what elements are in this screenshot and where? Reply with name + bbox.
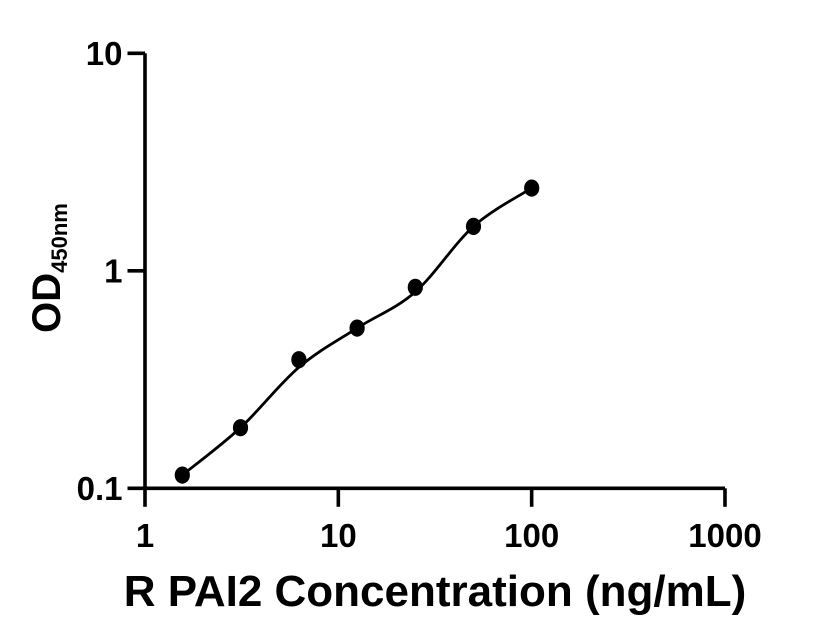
data-point-marker <box>349 319 365 337</box>
y-axis-title-main: OD <box>25 273 69 333</box>
x-tick-label: 1 <box>136 517 154 554</box>
y-tick-label: 10 <box>86 35 123 72</box>
data-point-marker <box>232 419 249 437</box>
y-tick-label: 1 <box>104 252 122 289</box>
x-axis-title: R PAI2 Concentration (ng/mL) <box>124 567 747 616</box>
titles-layer: R PAI2 Concentration (ng/mL) OD450nm <box>25 203 746 616</box>
axes-layer: 10 1 0.1 1 10 100 1000 <box>77 35 762 554</box>
data-point-marker <box>174 466 190 484</box>
series-layer <box>174 179 540 484</box>
data-point-marker <box>407 278 423 296</box>
y-axis-title-subscript: 450nm <box>47 203 72 273</box>
data-point-marker <box>465 217 482 235</box>
y-tick-label: 0.1 <box>77 470 123 507</box>
x-tick-label: 100 <box>504 517 559 554</box>
y-axis-title: OD450nm <box>25 203 72 333</box>
x-tick-label: 10 <box>320 517 357 554</box>
data-point-marker <box>291 351 307 369</box>
x-tick-label: 1000 <box>688 517 761 554</box>
data-point-marker <box>524 179 540 197</box>
